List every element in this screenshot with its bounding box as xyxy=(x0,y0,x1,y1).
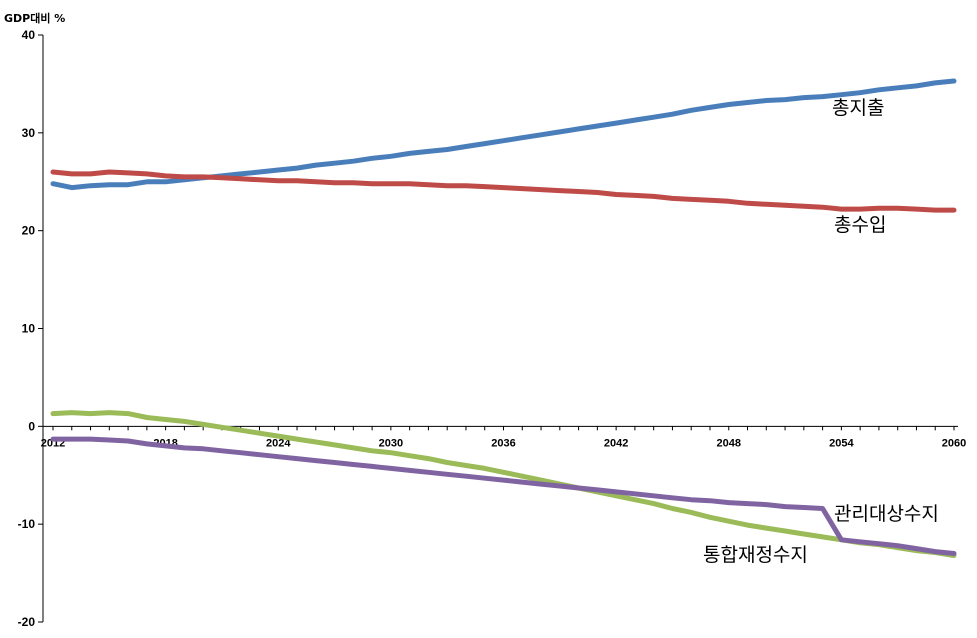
y-axis-label: GDP대비 % xyxy=(4,11,65,25)
series-label-managed-balance: 관리대상수지 xyxy=(834,503,939,525)
series-line-managed-balance xyxy=(50,436,957,556)
x-tick-label: 2042 xyxy=(604,437,628,449)
x-tick-label: 2060 xyxy=(942,437,966,449)
x-tick-label: 2054 xyxy=(829,437,854,449)
series-label-consolidated-balance: 통합재정수지 xyxy=(703,544,808,566)
series-line-consolidated-balance xyxy=(50,410,957,558)
y-tick-label: -20 xyxy=(18,615,36,629)
series-labels: 총지출 총수입 통합재정수지 관리대상수지 xyxy=(703,97,939,566)
series-line-total-expenditure xyxy=(50,78,957,191)
x-tick-label: 2048 xyxy=(717,437,741,449)
series-label-total-revenue: 총수입 xyxy=(834,214,886,236)
y-tick-label: 10 xyxy=(22,322,36,336)
x-tick-label: 2030 xyxy=(379,437,403,449)
y-tick-label: 20 xyxy=(22,224,36,238)
y-tick-label: -10 xyxy=(18,517,36,531)
y-tick-label: 0 xyxy=(28,419,35,433)
series-label-total-expenditure: 총지출 xyxy=(832,97,884,119)
y-ticks: 40 30 20 10 0 -10 -20 xyxy=(18,28,43,629)
x-tick-label: 2036 xyxy=(491,437,515,449)
y-tick-label: 30 xyxy=(22,126,36,140)
x-tick-label: 2024 xyxy=(266,437,291,449)
series-line-total-revenue xyxy=(50,169,957,213)
series-lines xyxy=(50,78,957,558)
y-tick-label: 40 xyxy=(22,28,36,42)
